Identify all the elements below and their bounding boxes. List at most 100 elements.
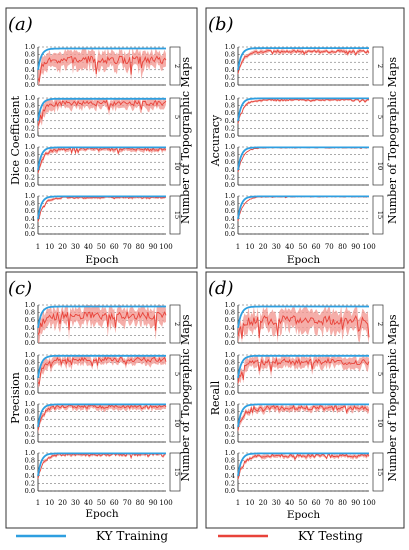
subplot-10: 0.00.20.40.60.81.0 10 <box>25 400 181 446</box>
x-tick-label: 20 <box>259 499 268 507</box>
y-tick-label: 0.6 <box>225 415 235 423</box>
testing-variance-band <box>238 98 369 125</box>
legend-testing-label: KY Testing <box>298 529 363 543</box>
x-tick-label: 80 <box>136 243 145 251</box>
x-tick-label: 10 <box>45 499 54 507</box>
testing-series-line <box>237 314 370 339</box>
training-series-line <box>37 305 166 328</box>
testing-series-line <box>37 55 167 83</box>
y-tick-label: 1.0 <box>25 351 35 359</box>
y-tick-label: 0.2 <box>25 381 35 389</box>
y-tick-label: 1.0 <box>25 143 35 151</box>
subplot-5: 0.00.20.40.60.81.0 5 <box>225 94 384 140</box>
y-tick-label: 0.2 <box>225 381 235 389</box>
map-count-label: 15 <box>173 211 181 219</box>
legend-training-label: KY Training <box>96 529 168 543</box>
map-count-tab <box>169 304 181 344</box>
testing-variance-band <box>238 453 369 481</box>
y-tick-label: 0.4 <box>225 215 235 223</box>
x-tick-label: 90 <box>149 243 158 251</box>
x-tick-label: 100 <box>362 499 375 507</box>
y-tick-label: 0.4 <box>25 166 35 174</box>
map-count-tab <box>169 46 181 86</box>
y-tick-label: 1.0 <box>225 143 235 151</box>
x-tick-label: 90 <box>149 499 158 507</box>
y-tick-label: 0.4 <box>225 117 235 125</box>
training-series-line <box>37 452 166 476</box>
x-axis-title: Epoch <box>287 509 321 521</box>
map-count-label: 5 <box>376 115 384 119</box>
y-tick-label: 0.6 <box>25 464 35 472</box>
y-tick-label: 0.6 <box>25 158 35 166</box>
y-tick-label: 0.0 <box>25 487 35 495</box>
y-tick-label: 0.2 <box>25 73 35 81</box>
subplot-10: 0.00.20.40.60.81.0 10 <box>225 143 384 189</box>
testing-series-line <box>37 310 167 336</box>
y-tick-label: 0.0 <box>25 132 35 140</box>
map-count-label: 5 <box>376 372 384 376</box>
legend: KY Training KY Testing <box>16 529 363 543</box>
map-count-label: 10 <box>173 419 181 427</box>
map-count-label: 15 <box>173 468 181 476</box>
y-tick-label: 0.0 <box>25 81 35 89</box>
y-tick-label: 0.8 <box>225 51 235 59</box>
x-tick-label: 1 <box>36 499 40 507</box>
testing-series-line <box>237 49 370 74</box>
x-tick-label: 60 <box>312 499 321 507</box>
map-count-label: 2 <box>376 322 384 326</box>
map-count-tab <box>169 146 181 186</box>
y-tick-label: 0.0 <box>25 230 35 238</box>
y-tick-label: 0.6 <box>225 316 235 324</box>
training-series-line <box>37 195 166 219</box>
y-tick-label: 0.0 <box>25 389 35 397</box>
panel-label: (c) <box>8 278 32 299</box>
y-tick-label: 0.0 <box>225 230 235 238</box>
subplot-2: 0.00.20.40.60.81.0 2 <box>25 43 181 89</box>
x-tick-label: 70 <box>325 499 334 507</box>
x-tick-label: 50 <box>97 499 106 507</box>
y-tick-label: 1.0 <box>25 192 35 200</box>
y-axis-title: Recall <box>209 380 222 415</box>
y-tick-label: 1.0 <box>225 192 235 200</box>
panel-frame <box>205 271 405 529</box>
y-tick-label: 0.4 <box>225 472 235 480</box>
y-tick-label: 0.6 <box>225 207 235 215</box>
map-count-tab <box>169 452 181 492</box>
y-tick-label: 0.8 <box>225 359 235 367</box>
subplot-10: 0.00.20.40.60.81.0 10 <box>25 143 181 189</box>
subplot-10: 0.00.20.40.60.81.0 10 <box>225 400 384 446</box>
x-tick-label: 90 <box>351 243 360 251</box>
y-tick-label: 0.4 <box>25 374 35 382</box>
x-tick-label: 40 <box>285 499 294 507</box>
y-tick-label: 0.6 <box>25 366 35 374</box>
testing-variance-band <box>238 305 369 343</box>
y-tick-label: 0.2 <box>225 331 235 339</box>
y-tick-label: 0.0 <box>225 132 235 140</box>
testing-variance-band <box>38 453 166 480</box>
y-tick-label: 0.8 <box>225 151 235 159</box>
right-axis-title: Number of Topographic Maps <box>179 314 192 481</box>
chart-panel-1: (b)Accuracy Number of Topographic Maps0.0… <box>205 7 405 269</box>
map-count-tab <box>169 403 181 443</box>
subplot-15: 0.00.20.40.60.81.0 15 <box>25 192 181 238</box>
y-tick-label: 0.4 <box>225 66 235 74</box>
y-tick-label: 1.0 <box>225 449 235 457</box>
x-tick-label: 40 <box>84 499 93 507</box>
testing-series-line <box>237 146 370 173</box>
training-series-line <box>237 146 369 170</box>
map-count-label: 2 <box>173 322 181 326</box>
y-tick-label: 0.0 <box>25 438 35 446</box>
panel-label: (d) <box>208 278 234 299</box>
testing-series-line <box>37 146 167 174</box>
x-tick-label: 30 <box>272 243 281 251</box>
x-tick-label: 20 <box>58 243 67 251</box>
training-series-line <box>237 354 369 378</box>
x-axis-title: Epoch <box>85 508 119 520</box>
y-tick-label: 0.2 <box>25 222 35 230</box>
training-series-line <box>37 47 166 70</box>
right-axis-title: Number of Topographic Maps <box>179 57 192 224</box>
x-tick-label: 20 <box>259 243 268 251</box>
y-tick-label: 0.2 <box>225 479 235 487</box>
y-tick-label: 0.8 <box>225 102 235 110</box>
